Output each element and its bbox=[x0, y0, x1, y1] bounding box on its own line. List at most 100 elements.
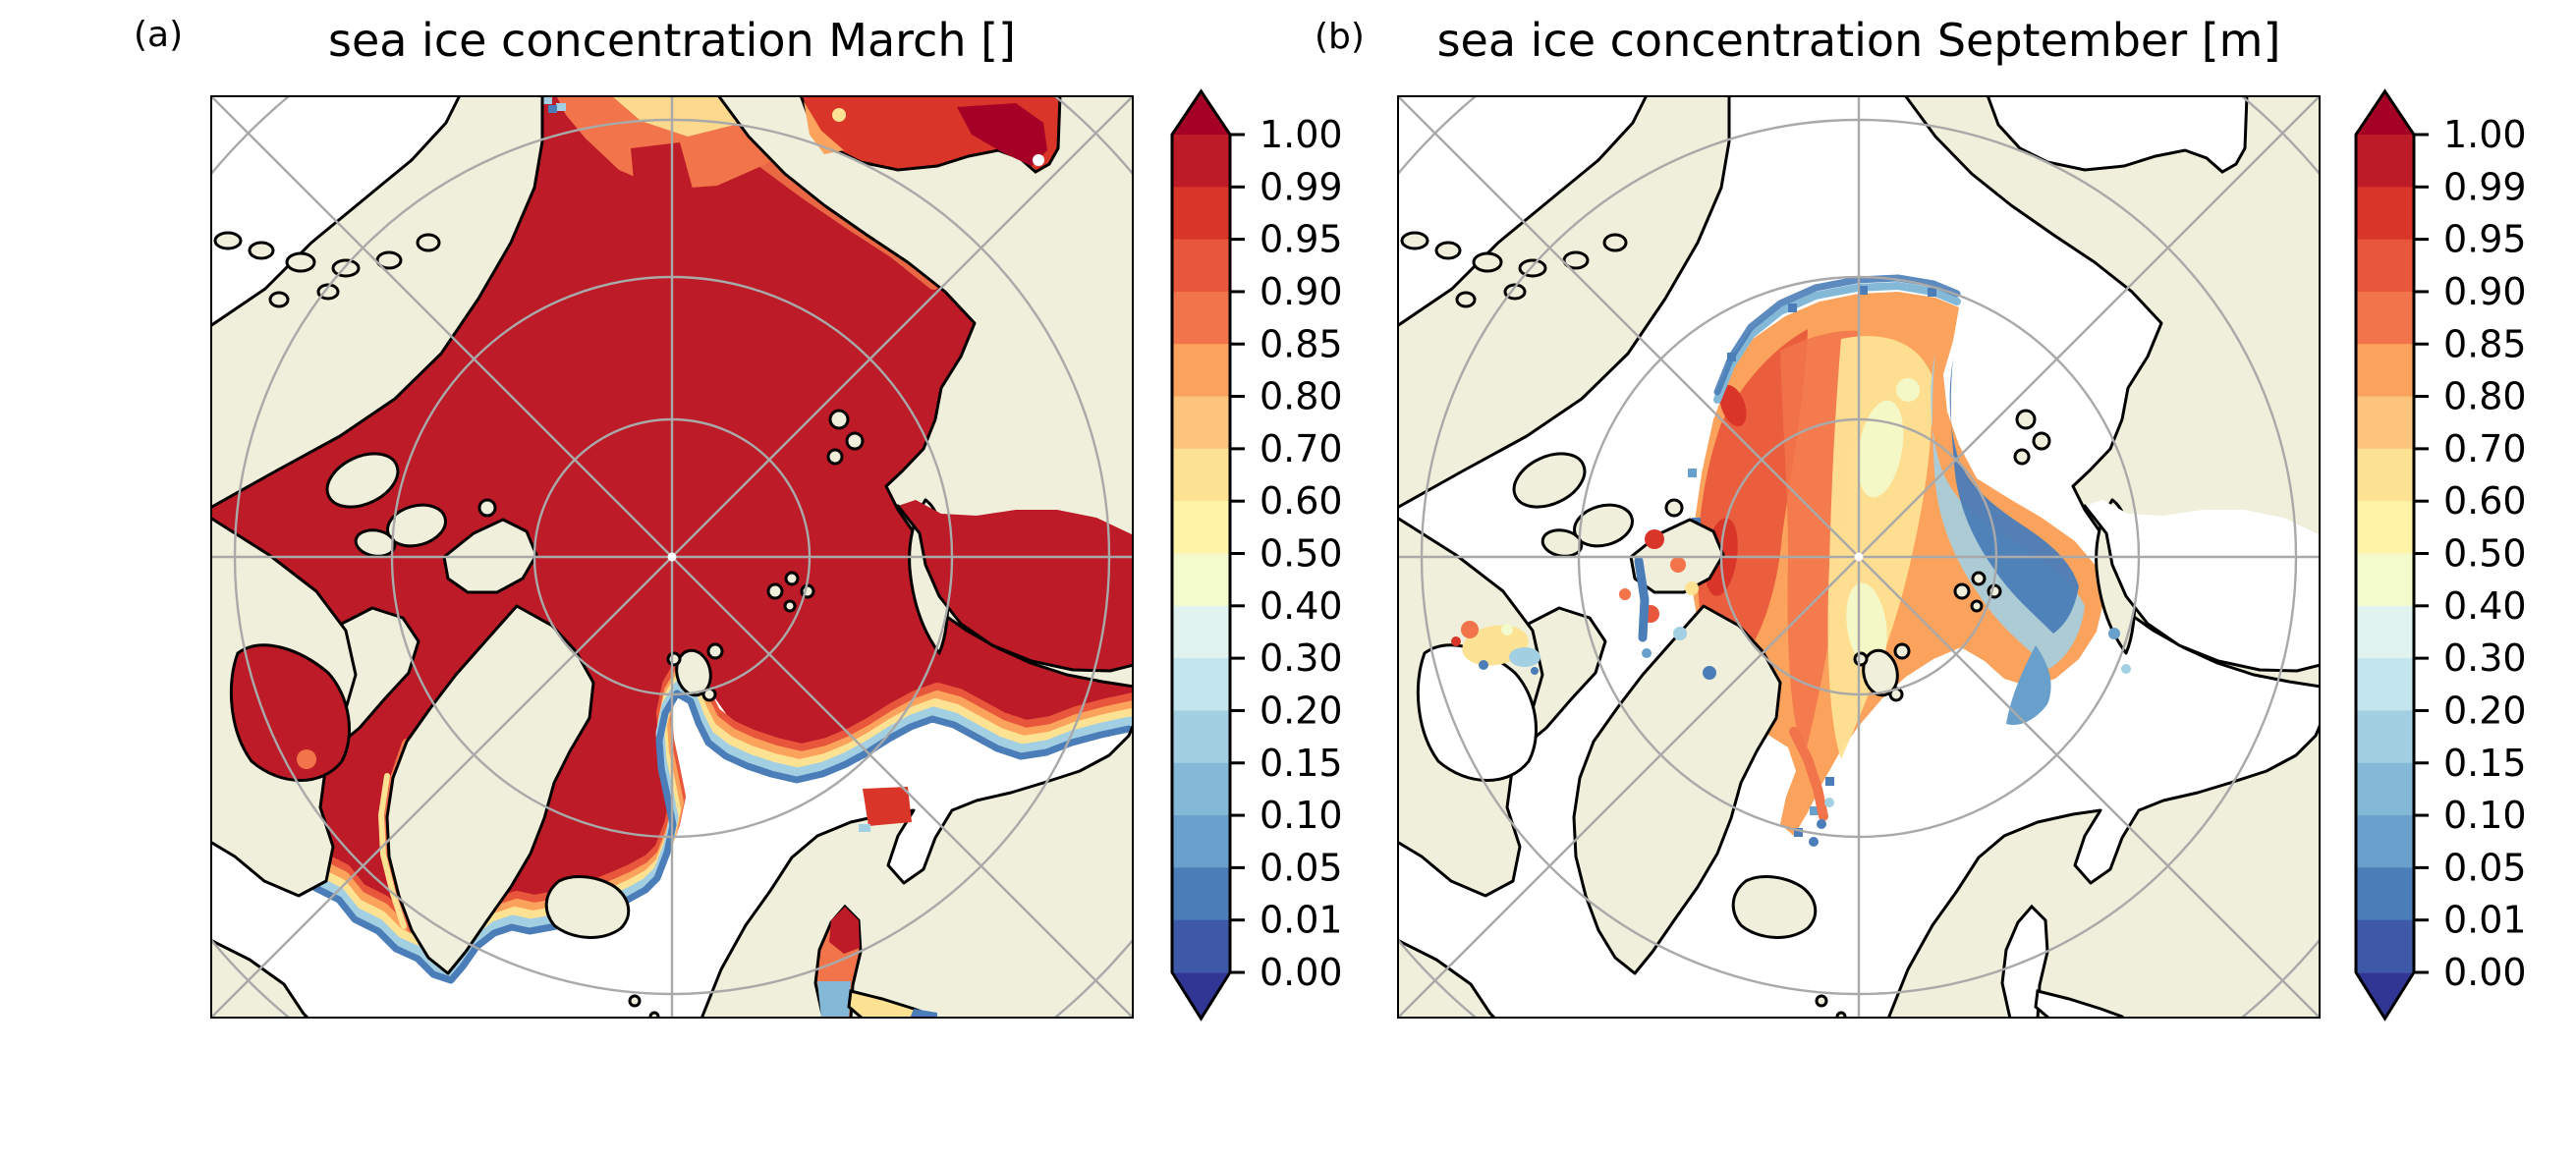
panel-b-label: (b) bbox=[1315, 17, 1365, 57]
laptev-blue-bit bbox=[2121, 664, 2131, 674]
colorbar-tick-label: 1.00 bbox=[1260, 113, 1343, 156]
archipelago-patches bbox=[1619, 529, 1716, 680]
colorbar-tick-label: 0.05 bbox=[2443, 846, 2527, 889]
colorbar-segment bbox=[1172, 344, 1230, 398]
kara-sea bbox=[2083, 500, 2321, 673]
pack-top-blue-fringe bbox=[1688, 274, 1961, 837]
colorbar-segment bbox=[2356, 501, 2414, 555]
colorbar-tick-label: 0.00 bbox=[2443, 951, 2527, 994]
colorbar-segment bbox=[1172, 396, 1230, 450]
colorbar-tick-label: 0.95 bbox=[2443, 218, 2527, 261]
colorbar-under-arrow bbox=[2356, 972, 2414, 1019]
colorbar-tick-label: 0.80 bbox=[1260, 375, 1343, 418]
colorbar-tick-label: 0.40 bbox=[2443, 584, 2527, 628]
colorbar-tick-label: 0.01 bbox=[2443, 899, 2527, 942]
colorbar-segment bbox=[1172, 867, 1230, 921]
map-b-content bbox=[1397, 95, 2321, 1019]
sea-of-okhotsk bbox=[799, 95, 1062, 174]
colorbar-segment bbox=[2356, 815, 2414, 868]
panel-b-title: sea ice concentration September [m] bbox=[1436, 14, 2281, 67]
colorbar-tick-label: 1.00 bbox=[2443, 113, 2527, 156]
panel-a-title: sea ice concentration March [] bbox=[327, 14, 1017, 67]
colorbar-segment bbox=[2356, 658, 2414, 712]
colorbar-tick-label: 0.60 bbox=[2443, 479, 2527, 523]
colorbar-tick-label: 0.40 bbox=[1260, 584, 1343, 628]
laptev-blue-bit bbox=[2108, 628, 2120, 639]
pole-marker-b bbox=[1854, 552, 1864, 562]
colorbar-tick-label: 0.85 bbox=[2443, 322, 2527, 365]
colorbar-segment bbox=[1172, 658, 1230, 712]
colorbar-segment bbox=[2356, 135, 2414, 188]
colorbar-tick-label: 0.05 bbox=[1260, 846, 1343, 889]
hudson-bay bbox=[229, 643, 352, 782]
colorbar-segment bbox=[1172, 710, 1230, 764]
panel-a-label: (a) bbox=[134, 15, 184, 55]
pack-blue-siberian bbox=[1949, 359, 2079, 634]
pack-yellow-band bbox=[1827, 336, 1932, 759]
colorbar-segment bbox=[2356, 187, 2414, 241]
colorbar-tick-label: 0.15 bbox=[2443, 742, 2527, 785]
colorbar-tick-label: 0.20 bbox=[2443, 689, 2527, 732]
enclosed-seas-a bbox=[229, 95, 1134, 1019]
colorbar-under-arrow bbox=[1172, 972, 1230, 1019]
colorbar-segment bbox=[2356, 396, 2414, 450]
colorbar-tick-label: 0.01 bbox=[1260, 899, 1343, 942]
colorbar-segment bbox=[1172, 239, 1230, 293]
colorbar-tick-label: 0.30 bbox=[2443, 636, 2527, 680]
colorbar-tick-label: 0.10 bbox=[2443, 794, 2527, 837]
colorbar-segment bbox=[2356, 919, 2414, 973]
gulf-of-bothnia bbox=[813, 904, 863, 1019]
ice-pack-september bbox=[1688, 274, 2104, 847]
kara-sea bbox=[896, 500, 1134, 673]
map-a-content bbox=[210, 95, 1134, 1019]
colorbar-segment bbox=[2356, 448, 2414, 502]
pack-blue-tongue bbox=[2006, 645, 2051, 726]
baffin-bay-yellow bbox=[378, 773, 407, 929]
map-b bbox=[1397, 95, 2321, 1019]
colorbar-over-arrow bbox=[1172, 91, 1230, 135]
colorbar-segment bbox=[2356, 553, 2414, 607]
colorbar-tick-label: 0.99 bbox=[1260, 165, 1343, 208]
colorbar-segment bbox=[1172, 187, 1230, 241]
foxe-basin-patches bbox=[1451, 621, 1540, 675]
colorbar-segment bbox=[1172, 448, 1230, 502]
colorbar-segment bbox=[1172, 605, 1230, 659]
colorbar-segment bbox=[2356, 239, 2414, 293]
colorbar-tick-label: 0.80 bbox=[2443, 375, 2527, 418]
colorbar-segment bbox=[2356, 762, 2414, 816]
colorbar-segment bbox=[1172, 553, 1230, 607]
colorbar-tick-label: 0.50 bbox=[1260, 532, 1343, 576]
sea-of-okhotsk bbox=[1986, 95, 2249, 174]
ne-greenland-ice bbox=[1789, 727, 1828, 821]
colorbar-tick-label: 0.20 bbox=[1260, 689, 1343, 732]
colorbar-segment bbox=[1172, 919, 1230, 973]
enclosed-seas-b bbox=[1416, 95, 2321, 1019]
colorbar-segment bbox=[1172, 762, 1230, 816]
colorbar-tick-label: 0.15 bbox=[1260, 742, 1343, 785]
colorbar-segment bbox=[1172, 501, 1230, 555]
colorbar-segment bbox=[1172, 815, 1230, 868]
pole-marker-a bbox=[667, 552, 677, 562]
colorbar-tick-label: 0.60 bbox=[1260, 479, 1343, 523]
colorbar-tick-label: 0.99 bbox=[2443, 165, 2527, 208]
colorbar-segment bbox=[1172, 291, 1230, 345]
colorbar-tick-label: 0.85 bbox=[1260, 322, 1343, 365]
colorbar-tick-label: 0.70 bbox=[1260, 427, 1343, 470]
colorbar-tick-label: 0.90 bbox=[1260, 270, 1343, 313]
map-a bbox=[210, 95, 1134, 1019]
colorbar-segment bbox=[2356, 710, 2414, 764]
colorbar-tick-label: 0.70 bbox=[2443, 427, 2527, 470]
colorbar-tick-label: 0.30 bbox=[1260, 636, 1343, 680]
colorbar-segment bbox=[2356, 291, 2414, 345]
colorbar-over-arrow bbox=[2356, 91, 2414, 135]
colorbar-segment bbox=[1172, 135, 1230, 188]
colorbar-tick-label: 0.00 bbox=[1260, 951, 1343, 994]
colorbar-segment bbox=[2356, 605, 2414, 659]
white-sea-ice bbox=[859, 787, 912, 832]
colorbar-tick-label: 0.50 bbox=[2443, 532, 2527, 576]
colorbar-segment bbox=[2356, 344, 2414, 398]
colorbar-b: 1.00 0.99 0.95 0.90 0.85 0.80 0.70 0.60 0.50 0.40… bbox=[2354, 88, 2527, 1022]
colorbar-tick-label: 0.95 bbox=[1260, 218, 1343, 261]
colorbar-tick-label: 0.90 bbox=[2443, 270, 2527, 313]
